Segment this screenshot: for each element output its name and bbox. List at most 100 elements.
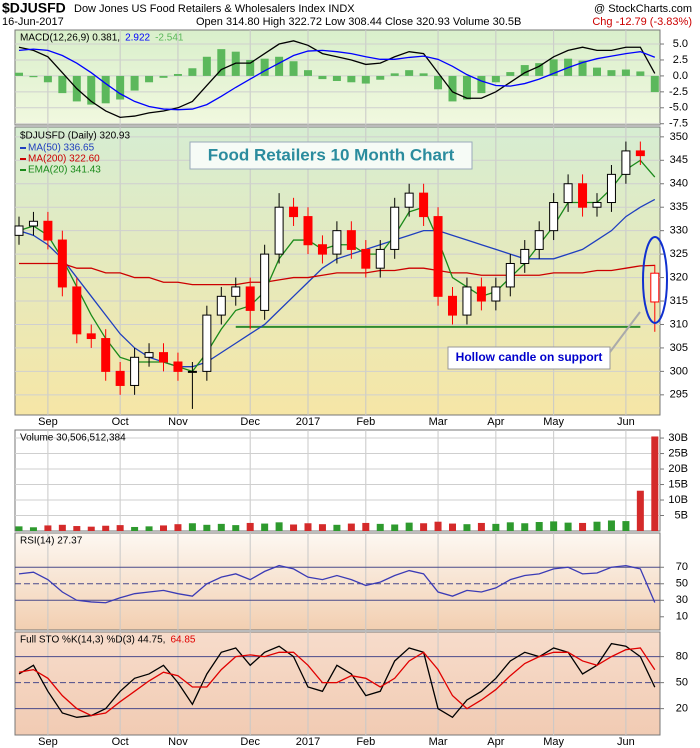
bar — [506, 522, 514, 531]
line — [18, 48, 656, 111]
bar — [578, 60, 587, 76]
highlight-ellipse — [642, 236, 668, 324]
candle-body — [144, 352, 154, 358]
y-tick-label: 10B — [668, 494, 688, 506]
candle-body — [621, 150, 631, 175]
bar — [333, 524, 341, 531]
bar — [650, 75, 659, 93]
bar — [160, 525, 167, 531]
bar — [376, 75, 385, 80]
candle-body — [549, 202, 559, 232]
candle-body — [86, 333, 96, 340]
y-tick-label: 30 — [676, 594, 688, 606]
bar — [173, 73, 182, 76]
candle-body — [375, 248, 385, 269]
bar — [145, 526, 153, 531]
candle-body — [260, 253, 270, 311]
candle-body — [332, 230, 342, 255]
candle-body — [404, 192, 414, 208]
bar — [304, 523, 312, 531]
bar — [275, 522, 283, 531]
legend-label: MA(200) 322.60 — [28, 154, 100, 165]
bar — [58, 524, 66, 531]
legend-label: Full STO %K(14,3) %D(3) 44.75, — [20, 635, 165, 646]
bar — [593, 67, 601, 76]
bar — [593, 521, 601, 531]
x-tick-label: Dec — [240, 416, 260, 428]
y-tick-label: 325 — [670, 248, 688, 260]
bar — [376, 523, 384, 531]
candle-body — [274, 206, 284, 255]
bar — [261, 523, 269, 531]
x-tick-label: Nov — [168, 736, 188, 748]
panel — [14, 631, 661, 736]
y-tick-label: 340 — [670, 178, 688, 190]
y-tick-label: -7.5 — [669, 118, 688, 130]
x-tick-label: Apr — [487, 416, 504, 428]
candle-body — [462, 286, 472, 316]
bar — [43, 75, 52, 83]
bar — [246, 522, 254, 531]
x-tick-label: Sep — [38, 416, 58, 428]
change: Chg -12.79 (-3.83%) — [592, 16, 692, 28]
bar — [564, 522, 572, 531]
candle-body — [650, 272, 660, 303]
candle-body — [520, 248, 530, 264]
y-tick-label: -5.0 — [669, 102, 688, 114]
bar — [202, 56, 211, 76]
candle-body — [433, 216, 443, 297]
bar — [477, 75, 486, 94]
candle-body — [14, 225, 24, 236]
bar — [87, 526, 95, 531]
y-tick-label: 335 — [670, 201, 688, 213]
bar — [15, 72, 23, 76]
candle-body — [216, 295, 226, 316]
bar — [535, 522, 543, 531]
candle-body — [130, 356, 140, 386]
legend-label: MACD(12,26,9) 0.381, — [20, 33, 120, 44]
bar — [116, 525, 124, 531]
bar — [448, 75, 457, 102]
candle-body — [43, 220, 53, 241]
legend-label: $DJUSFD (Daily) 320.93 — [20, 131, 130, 142]
bar — [332, 75, 341, 82]
bar — [636, 490, 644, 531]
bar — [290, 524, 298, 531]
symbol: $DJUSFD — [2, 0, 66, 16]
candle-body — [173, 361, 183, 372]
y-tick-label: 80 — [676, 651, 688, 663]
candle-body — [563, 183, 573, 204]
x-tick-label: 2017 — [296, 416, 320, 428]
x-tick-label: Jun — [617, 416, 635, 428]
bar — [159, 75, 168, 78]
x-tick-label: Dec — [240, 736, 260, 748]
y-tick-label: 310 — [670, 318, 688, 330]
x-tick-label: Nov — [168, 416, 188, 428]
y-tick-label: 300 — [670, 365, 688, 377]
x-tick-label: Feb — [356, 736, 375, 748]
bar — [217, 523, 225, 531]
line — [18, 647, 656, 717]
legend-label: Volume 30,506,512,384 — [20, 433, 126, 444]
bar — [318, 524, 326, 531]
bar — [15, 526, 23, 531]
candle-body — [578, 183, 588, 208]
bar — [116, 75, 125, 100]
note-box — [447, 346, 611, 370]
candle-body — [57, 239, 67, 288]
bar — [477, 522, 485, 531]
bar — [289, 61, 298, 76]
y-tick-label: 15B — [668, 478, 688, 490]
x-tick-label: Jun — [617, 736, 635, 748]
candle-body — [317, 244, 327, 255]
candle-body — [159, 352, 168, 363]
candle-body — [245, 286, 255, 311]
bar — [651, 436, 659, 531]
x-tick-label: Sep — [38, 736, 58, 748]
bar — [621, 69, 630, 76]
bar — [58, 75, 67, 94]
bar — [434, 521, 442, 531]
bar — [347, 75, 356, 83]
y-tick-label: 5.0 — [673, 38, 688, 50]
